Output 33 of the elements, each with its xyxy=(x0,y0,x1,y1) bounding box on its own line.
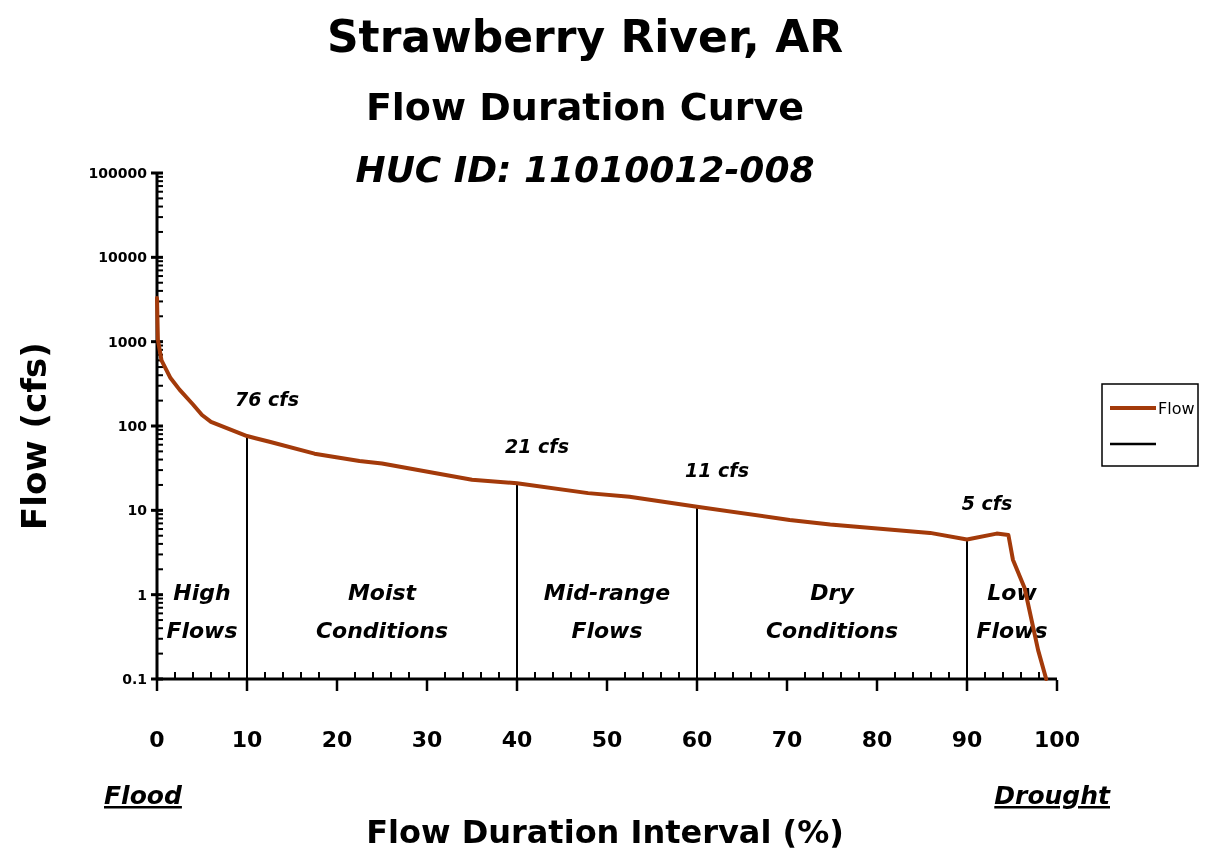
x-tick-label: 20 xyxy=(321,727,353,752)
y-tick-label: 100 xyxy=(117,418,148,434)
chart-subtitle: Flow Duration Curve HUC ID: 11010012-008 xyxy=(355,85,815,190)
x-tick-label: 50 xyxy=(591,727,623,752)
x-tick-label: 90 xyxy=(951,727,983,752)
annotation: High Flows xyxy=(166,580,238,643)
ref-line-label: 5 cfs xyxy=(961,491,1013,514)
legend-label: Flow xyxy=(1158,399,1195,418)
y-tick-label: 100000 xyxy=(88,165,148,181)
y-tick-label: 1 xyxy=(137,586,147,603)
annotation: Mid-range Flows xyxy=(543,580,671,643)
ref-line-label: 76 cfs xyxy=(235,388,299,411)
y-axis-title: Flow (cfs) xyxy=(14,342,54,530)
y-tick-label: 0.1 xyxy=(122,671,147,687)
x-tick-label: 0 xyxy=(149,727,165,752)
chart-title: Strawberry River, AR xyxy=(326,11,844,62)
x-tick-label: 80 xyxy=(861,727,893,752)
text: Drought xyxy=(994,781,1112,810)
annotation: Moist Conditions xyxy=(315,580,449,643)
x-tick-label: 40 xyxy=(501,727,533,752)
x-tick-label: 100 xyxy=(1034,727,1080,752)
y-tick-label: 1000 xyxy=(108,333,148,350)
y-tick-label: 10 xyxy=(127,502,148,519)
ref-line-label: 11 cfs xyxy=(685,458,749,481)
x-tick-label: 10 xyxy=(231,727,263,752)
x-tick-label: 70 xyxy=(771,727,803,752)
annotation: Dry Conditions xyxy=(765,580,899,643)
x-axis-title: Flow Duration Interval (%) xyxy=(366,813,844,851)
y-tick-label: 10000 xyxy=(98,249,148,266)
text: Flood xyxy=(104,781,183,810)
x-tick-label: 60 xyxy=(681,727,713,752)
x-tick-label: 30 xyxy=(411,727,443,752)
ref-line-label: 21 cfs xyxy=(505,435,569,458)
